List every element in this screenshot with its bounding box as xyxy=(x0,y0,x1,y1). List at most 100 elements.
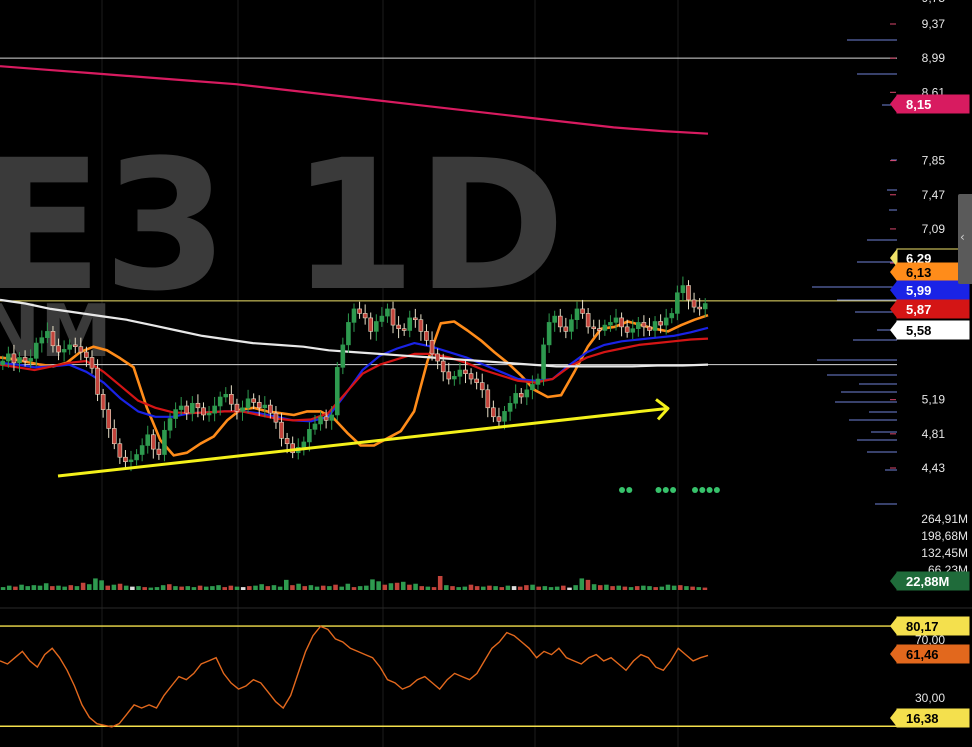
candle xyxy=(273,405,279,429)
candle-body xyxy=(240,407,245,412)
volume-bar xyxy=(517,586,523,590)
candle-body xyxy=(178,405,184,410)
candle-body xyxy=(346,322,351,346)
candle-body xyxy=(145,434,151,446)
candle-body xyxy=(518,393,524,398)
candle xyxy=(117,438,123,464)
volume-bar xyxy=(19,584,24,590)
candle xyxy=(106,402,112,438)
candle-body xyxy=(496,416,502,422)
candle xyxy=(340,337,346,375)
volume-bar xyxy=(154,587,160,590)
candle-body xyxy=(318,416,323,425)
collapse-panel-tab[interactable]: ‹ xyxy=(958,194,972,284)
volume-bar xyxy=(634,586,640,590)
candle-body xyxy=(50,331,56,347)
candle xyxy=(45,322,50,344)
candle xyxy=(318,411,323,431)
candle-body xyxy=(72,344,78,347)
candle xyxy=(100,388,106,418)
price-tag-text: 6,13 xyxy=(906,265,931,280)
trendline xyxy=(57,406,669,478)
candle xyxy=(362,304,368,325)
volume-bar xyxy=(345,583,351,590)
trendline-layer[interactable] xyxy=(57,398,670,478)
volume-bar xyxy=(0,587,6,590)
signal-dot xyxy=(626,487,633,493)
volume-bar xyxy=(671,585,677,590)
volume-bar xyxy=(591,584,597,590)
candle-body xyxy=(17,357,22,364)
candle-body xyxy=(84,351,89,358)
candle xyxy=(329,405,335,430)
candle xyxy=(323,409,329,429)
candle xyxy=(301,436,307,456)
rsi-tag-pointer xyxy=(890,617,897,635)
price-axis[interactable]: 9,759,378,998,617,857,477,096,715,194,81… xyxy=(890,0,970,728)
candle-body xyxy=(190,402,195,414)
volume-bar xyxy=(296,583,301,590)
candle-body xyxy=(312,423,318,430)
rsi-tag-text: 61,46 xyxy=(906,647,939,662)
candle-body xyxy=(468,373,474,380)
price-tag-pointer xyxy=(890,321,897,339)
candle xyxy=(139,438,145,462)
candle-body xyxy=(680,285,686,294)
candle-body xyxy=(212,405,217,414)
volume-bar xyxy=(462,586,468,590)
candle xyxy=(212,396,217,422)
candle-body xyxy=(641,322,647,328)
candle xyxy=(357,301,362,319)
candle xyxy=(234,398,240,420)
volume-bar xyxy=(333,584,338,590)
candle-body xyxy=(491,407,496,418)
volume-bar xyxy=(185,586,191,590)
volume-bar xyxy=(536,586,541,590)
candle xyxy=(697,298,702,316)
volume-bar xyxy=(561,585,566,590)
ma-line-ma-fast xyxy=(0,313,709,457)
candle-body xyxy=(123,456,128,463)
candle-body xyxy=(702,303,708,310)
candle xyxy=(518,388,524,404)
candle-body xyxy=(630,328,636,333)
candle-body xyxy=(100,393,106,410)
price-tag: 6,13 xyxy=(890,262,970,282)
candle xyxy=(596,319,602,340)
volume-bar xyxy=(25,586,30,590)
volume-bar xyxy=(450,586,455,590)
rsi-panel xyxy=(0,625,897,728)
candle-body xyxy=(162,429,167,455)
volume-bar xyxy=(31,585,37,590)
candle xyxy=(162,421,167,462)
candle xyxy=(463,361,468,384)
volume-bar xyxy=(684,586,689,590)
volume-bar xyxy=(247,586,252,590)
candle-body xyxy=(368,317,374,332)
volume-bar xyxy=(400,581,406,590)
candle-body xyxy=(530,384,535,391)
candle-body xyxy=(301,441,307,448)
candle xyxy=(552,310,557,332)
volume-bar xyxy=(610,586,615,590)
candle xyxy=(608,315,613,332)
volume-tag-pointer xyxy=(890,572,897,590)
volume-bar xyxy=(308,585,314,590)
candle xyxy=(217,391,223,416)
candle xyxy=(413,308,418,328)
candle-body xyxy=(334,367,340,416)
candle xyxy=(507,396,513,421)
volume-bar xyxy=(370,579,375,590)
signal-dot xyxy=(662,487,669,493)
trendline-arrow-head xyxy=(655,398,670,421)
price-tick-label: 8,99 xyxy=(922,51,946,65)
candle xyxy=(624,319,630,338)
candle xyxy=(457,362,463,385)
candle xyxy=(630,319,636,340)
volume-bar xyxy=(160,585,166,590)
volume-bar xyxy=(419,586,424,590)
candle-body xyxy=(273,412,279,423)
candle-body xyxy=(591,326,597,329)
